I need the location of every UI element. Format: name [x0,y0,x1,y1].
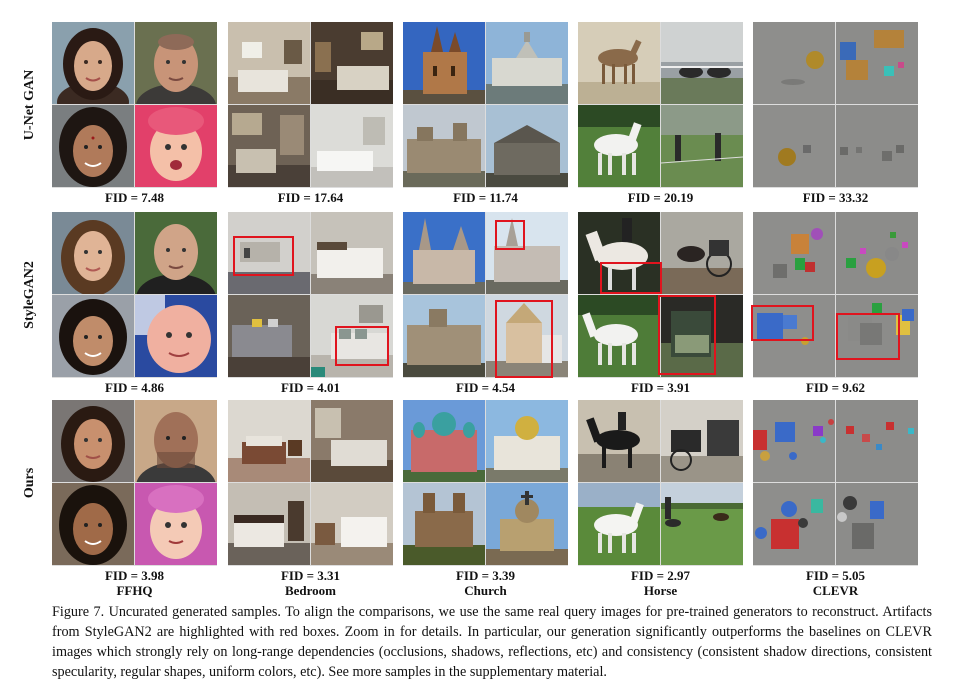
artifact-box-church-1 [495,220,525,250]
artifact-box-horse-1 [600,262,662,294]
sample-stylegan2-church [403,212,568,378]
sample-ours-ffhq [52,400,217,566]
sample-unet-bedroom [228,22,393,188]
row-label-unet-gan: U-Net GAN [22,69,37,141]
fid-unet-ffhq: FID = 7.48 [104,190,165,205]
sample-ours-bedroom [228,400,393,566]
artifact-box-clevr-2 [836,313,900,360]
column-label-clevr: CLEVR [812,583,859,598]
sample-ours-horse [578,400,743,566]
artifact-box-horse-2 [658,295,716,375]
sample-ours-clevr [753,400,918,566]
column-label-church: Church [464,583,507,598]
row-label-ours: Ours [22,467,37,499]
fid-ours-horse: FID = 2.97 [630,568,691,583]
column-label-ffhq: FFHQ [116,583,153,598]
fid-unet-bedroom: FID = 17.64 [277,190,344,205]
artifact-box-bedroom-1 [233,236,294,276]
fid-ours-bedroom: FID = 3.31 [280,568,341,583]
artifact-box-clevr-1 [751,305,814,341]
fid-ours-church: FID = 3.39 [455,568,516,583]
row-label-stylegan2: StyleGAN2 [22,261,38,329]
fid-stylegan2-horse: FID = 3.91 [630,380,691,395]
sample-stylegan2-bedroom [228,212,393,378]
sample-unet-ffhq [52,22,217,188]
sample-stylegan2-ffhq [52,212,217,378]
sample-grid-figure: U-Net GAN StyleGAN2 Ours FID = 7.48 FID … [22,22,918,598]
fid-stylegan2-ffhq: FID = 4.86 [104,380,165,395]
fid-unet-clevr: FID = 33.32 [802,190,869,205]
artifact-box-church-2 [495,300,553,378]
sample-unet-horse [578,22,743,188]
fid-unet-church: FID = 11.74 [453,190,518,205]
fid-stylegan2-bedroom: FID = 4.01 [280,380,341,395]
sample-unet-clevr [753,22,918,188]
fid-stylegan2-church: FID = 4.54 [455,380,516,395]
fid-stylegan2-clevr: FID = 9.62 [805,380,866,395]
fid-ours-ffhq: FID = 3.98 [104,568,165,583]
fid-ours-clevr: FID = 5.05 [805,568,866,583]
column-label-horse: Horse [643,583,678,598]
artifact-box-bedroom-2 [335,326,389,366]
fid-unet-horse: FID = 20.19 [627,190,694,205]
column-label-bedroom: Bedroom [284,583,337,598]
figure-caption: Figure 7. Uncurated generated samples. T… [52,604,932,680]
sample-unet-church [403,22,568,188]
sample-ours-church [403,400,568,566]
